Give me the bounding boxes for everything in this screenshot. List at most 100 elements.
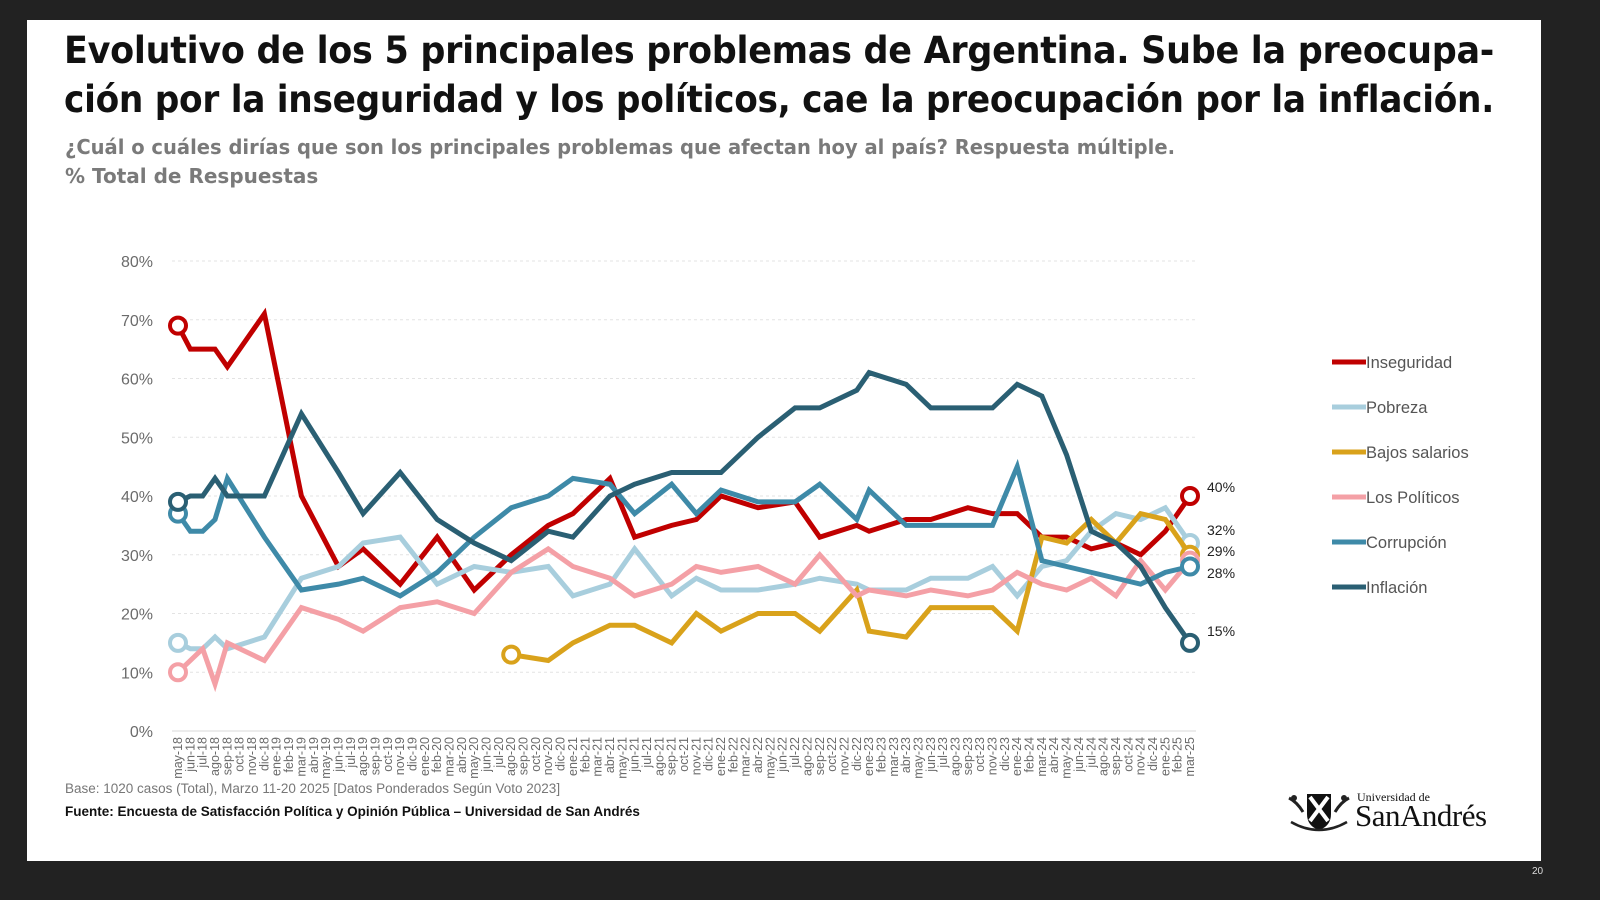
- x-tick-label: ago-22: [800, 737, 814, 776]
- x-tick-label: jun-22: [776, 737, 790, 773]
- x-tick-label: ene-20: [418, 737, 432, 776]
- x-tick-label: mar-21: [591, 737, 605, 777]
- x-tick-label: sep-22: [813, 737, 827, 775]
- x-tick-label: jul-24: [1084, 737, 1098, 769]
- x-tick-label: feb-22: [726, 737, 740, 772]
- slide-subtitle: ¿Cuál o cuáles dirías que son los princi…: [65, 133, 1202, 191]
- x-tick-label: abr-21: [603, 737, 617, 773]
- legend-label: Pobreza: [1366, 399, 1428, 417]
- x-tick-label: jul-20: [492, 737, 506, 769]
- x-tick-label: may-22: [763, 737, 777, 779]
- x-tick-label: may-21: [615, 737, 629, 779]
- y-tick-label: 40%: [121, 489, 153, 506]
- x-tick-label: ene-19: [270, 737, 284, 776]
- x-tick-label: feb-21: [578, 737, 592, 772]
- x-tick-label: abr-22: [751, 737, 765, 773]
- end-marker: [1180, 556, 1200, 577]
- x-tick-label: sep-20: [517, 737, 531, 775]
- x-tick-label: oct-21: [677, 737, 691, 772]
- end-marker: [1180, 632, 1200, 653]
- start-marker: [168, 632, 188, 653]
- x-tick-label: jun-23: [924, 737, 938, 773]
- slide: [27, 20, 1541, 861]
- start-marker: [168, 662, 188, 683]
- y-tick-label: 10%: [121, 665, 153, 682]
- x-tick-label: may-23: [911, 737, 925, 779]
- end-value-label: 40%: [1207, 479, 1235, 495]
- x-tick-label: ago-19: [356, 737, 370, 776]
- x-tick-label: ene-25: [1158, 737, 1172, 776]
- x-tick-label: jul-19: [344, 737, 358, 769]
- x-tick-label: sep-23: [961, 737, 975, 775]
- x-tick-label: may-24: [1060, 737, 1074, 779]
- legend-label: Inflación: [1366, 579, 1427, 597]
- x-tick-label: sep-19: [368, 737, 382, 775]
- x-tick-label: feb-25: [1171, 737, 1185, 772]
- y-tick-label: 60%: [121, 372, 153, 389]
- x-tick-label: dic-19: [405, 737, 419, 771]
- y-tick-label: 70%: [121, 313, 153, 330]
- x-tick-label: ago-21: [652, 737, 666, 776]
- source-note: Fuente: Encuesta de Satisfacción Polític…: [65, 804, 640, 819]
- x-tick-label: dic-20: [554, 737, 568, 771]
- x-tick-label: ago-24: [1097, 737, 1111, 776]
- start-marker: [168, 491, 188, 512]
- x-tick-label: jul-23: [936, 737, 950, 769]
- x-tick-label: may-18: [171, 737, 185, 779]
- x-tick-label: dic-21: [702, 737, 716, 771]
- x-tick-label: nov-19: [393, 737, 407, 775]
- x-tick-label: dic-22: [850, 737, 864, 771]
- x-tick-label: dic-24: [1146, 737, 1160, 771]
- end-value-label: 28%: [1207, 565, 1235, 581]
- x-tick-label: ene-21: [566, 737, 580, 776]
- x-tick-label: ene-24: [1010, 737, 1024, 776]
- subtitle-question: ¿Cuál o cuáles dirías que son los princi…: [65, 135, 1175, 159]
- start-marker: [168, 315, 188, 336]
- x-tick-label: feb-19: [282, 737, 296, 772]
- x-tick-label: mar-25: [1183, 737, 1197, 777]
- x-tick-label: oct-22: [825, 737, 839, 772]
- x-tick-label: nov-20: [541, 737, 555, 775]
- x-tick-label: feb-23: [874, 737, 888, 772]
- x-tick-label: jul-21: [640, 737, 654, 769]
- x-tick-label: sep-24: [1109, 737, 1123, 775]
- x-tick-label: abr-19: [307, 737, 321, 773]
- page-number: 20: [1532, 866, 1544, 877]
- x-tick-label: dic-18: [257, 737, 271, 771]
- x-tick-label: may-19: [319, 737, 333, 779]
- base-note: Base: 1020 casos (Total), Marzo 11-20 20…: [65, 781, 561, 796]
- start-marker: [501, 644, 522, 665]
- x-tick-label: ene-22: [714, 737, 728, 776]
- x-tick-label: oct-24: [1121, 737, 1135, 772]
- x-tick-label: oct-19: [381, 737, 395, 772]
- end-value-label: 32%: [1207, 522, 1235, 538]
- legend-label: Inseguridad: [1366, 354, 1452, 372]
- x-tick-label: ago-23: [949, 737, 963, 776]
- x-tick-label: mar-20: [443, 737, 457, 777]
- x-tick-label: ago-20: [504, 737, 518, 776]
- y-tick-label: 20%: [121, 607, 153, 624]
- x-tick-label: may-20: [467, 737, 481, 779]
- x-tick-label: jun-24: [1072, 737, 1086, 773]
- series-line-inflación: [176, 369, 1193, 645]
- title-line-2: ción por la inseguridad y los políticos,…: [64, 78, 1494, 121]
- x-tick-label: oct-18: [233, 737, 247, 772]
- x-tick-label: abr-24: [1047, 737, 1061, 773]
- x-tick-label: feb-20: [430, 737, 444, 772]
- x-tick-label: jun-20: [480, 737, 494, 773]
- end-value-label: 15%: [1207, 623, 1235, 639]
- x-tick-label: feb-24: [1023, 737, 1037, 772]
- crest-icon: [1288, 794, 1350, 832]
- x-tick-label: nov-22: [837, 737, 851, 775]
- x-tick-label: nov-21: [689, 737, 703, 775]
- title-line-1: Evolutivo de los 5 principales problemas…: [64, 29, 1494, 72]
- x-tick-label: jun-18: [183, 737, 197, 773]
- x-tick-label: dic-23: [998, 737, 1012, 771]
- logo-line-1: Universidad de: [1357, 790, 1430, 804]
- x-tick-label: mar-24: [1035, 737, 1049, 777]
- y-tick-label: 50%: [121, 430, 153, 447]
- subtitle-unit: % Total de Respuestas: [65, 164, 319, 188]
- x-tick-label: nov-18: [245, 737, 259, 775]
- x-tick-label: ene-23: [862, 737, 876, 776]
